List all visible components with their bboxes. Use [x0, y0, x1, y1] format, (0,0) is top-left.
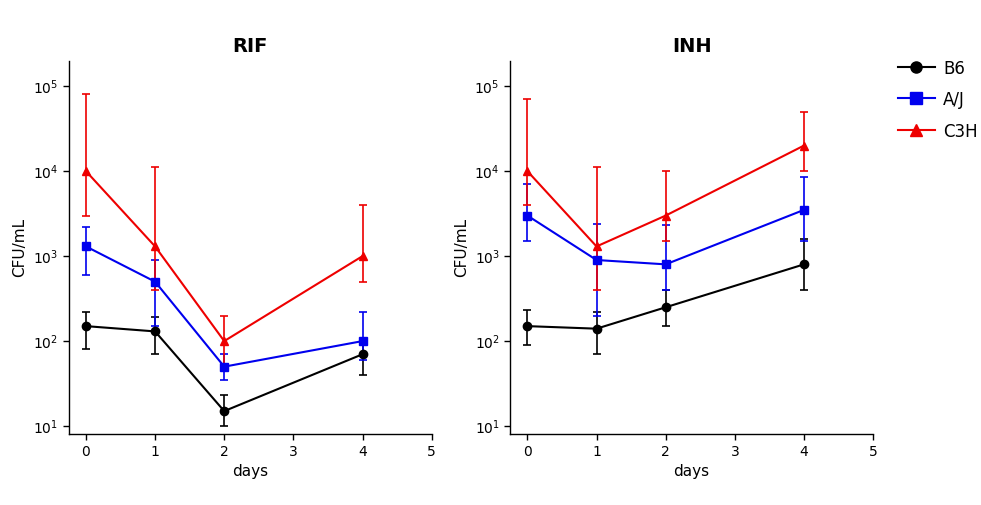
Y-axis label: CFU/mL: CFU/mL	[13, 218, 27, 277]
Y-axis label: CFU/mL: CFU/mL	[454, 218, 469, 277]
Legend: B6, A/J, C3H: B6, A/J, C3H	[892, 53, 981, 147]
Title: RIF: RIF	[232, 37, 268, 56]
X-axis label: days: days	[674, 464, 709, 479]
X-axis label: days: days	[232, 464, 268, 479]
Title: INH: INH	[672, 37, 711, 56]
